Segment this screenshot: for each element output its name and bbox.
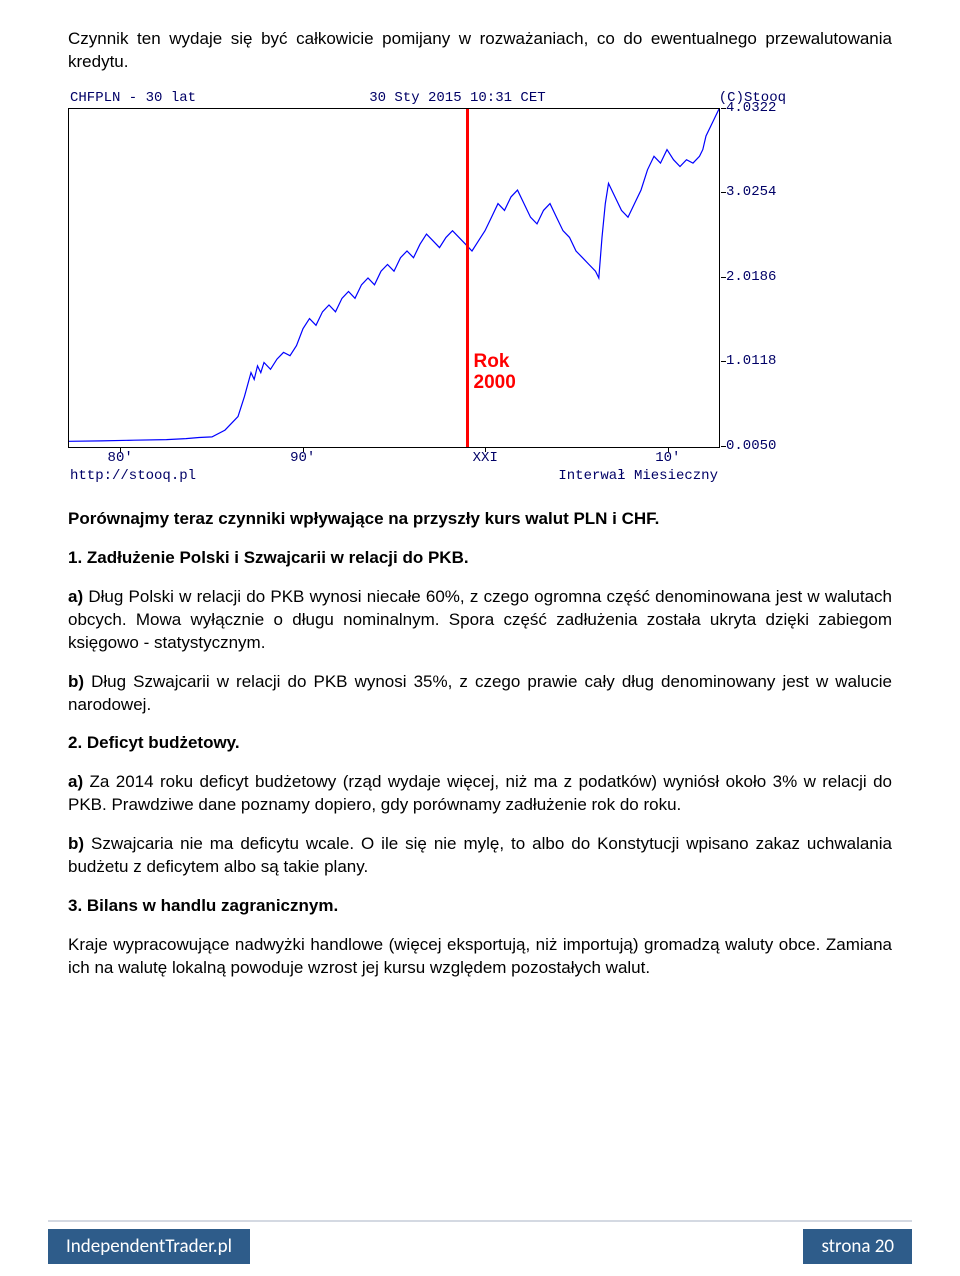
page-content: Czynnik ten wydaje się być całkowicie po… [0, 0, 960, 980]
chart-plot-area: Rok2000 [68, 108, 720, 448]
chart-y-axis: 4.03223.02542.01861.01180.0050 [720, 108, 786, 448]
y-axis-label: 4.0322 [726, 100, 776, 116]
x-axis-label: 10' [655, 450, 680, 466]
chart-footer-left: http://stooq.pl [70, 468, 196, 484]
y-axis-label: 3.0254 [726, 184, 776, 200]
y-axis-label: 0.0050 [726, 438, 776, 454]
footer-page-number: strona 20 [803, 1229, 912, 1264]
heading-1: 1. Zadłużenie Polski i Szwajcarii w rela… [68, 547, 892, 570]
y-axis-label: 1.0118 [726, 353, 776, 369]
chart-footer: http://stooq.pl Interwał Miesieczny [68, 468, 720, 484]
label-a: a) [68, 587, 83, 606]
compare-intro: Porównajmy teraz czynniki wpływające na … [68, 508, 892, 531]
heading-3: 3. Bilans w handlu zagranicznym. [68, 895, 892, 918]
para-2b-text: Szwajcaria nie ma deficytu wcale. O ile … [68, 834, 892, 876]
chart-marker-line [466, 109, 469, 447]
chart-footer-right: Interwał Miesieczny [558, 468, 718, 484]
para-1b: b) Dług Szwajcarii w relacji do PKB wyno… [68, 671, 892, 717]
footer-divider [48, 1220, 912, 1222]
para-3: Kraje wypracowujące nadwyżki handlowe (w… [68, 934, 892, 980]
para-2a-text: Za 2014 roku deficyt budżetowy (rząd wyd… [68, 772, 892, 814]
chfpln-chart: CHFPLN - 30 lat 30 Sty 2015 10:31 CET (C… [68, 90, 788, 484]
x-axis-label: 90' [290, 450, 315, 466]
para-1a: a) Dług Polski w relacji do PKB wynosi n… [68, 586, 892, 655]
x-axis-label: XXI [473, 450, 498, 466]
page-footer: IndependentTrader.pl strona 20 [0, 1216, 960, 1276]
footer-site: IndependentTrader.pl [48, 1229, 250, 1264]
para-2b: b) Szwajcaria nie ma deficytu wcale. O i… [68, 833, 892, 879]
label-b: b) [68, 672, 84, 691]
chart-header: CHFPLN - 30 lat 30 Sty 2015 10:31 CET (C… [68, 90, 788, 108]
y-axis-label: 2.0186 [726, 269, 776, 285]
label-b2: b) [68, 834, 84, 853]
chart-header-left: CHFPLN - 30 lat [70, 90, 196, 106]
x-axis-label: 80' [108, 450, 133, 466]
chart-marker-label: Rok2000 [474, 352, 516, 394]
label-a2: a) [68, 772, 83, 791]
chart-x-axis: 80' 90' XXI 10' [68, 448, 720, 468]
para-2a: a) Za 2014 roku deficyt budżetowy (rząd … [68, 771, 892, 817]
intro-para: Czynnik ten wydaje się być całkowicie po… [68, 28, 892, 74]
chart-line-svg [69, 109, 719, 447]
heading-2: 2. Deficyt budżetowy. [68, 732, 892, 755]
para-1a-text: Dług Polski w relacji do PKB wynosi niec… [68, 587, 892, 652]
chart-header-center: 30 Sty 2015 10:31 CET [369, 90, 545, 106]
para-1b-text: Dług Szwajcarii w relacji do PKB wynosi … [68, 672, 892, 714]
